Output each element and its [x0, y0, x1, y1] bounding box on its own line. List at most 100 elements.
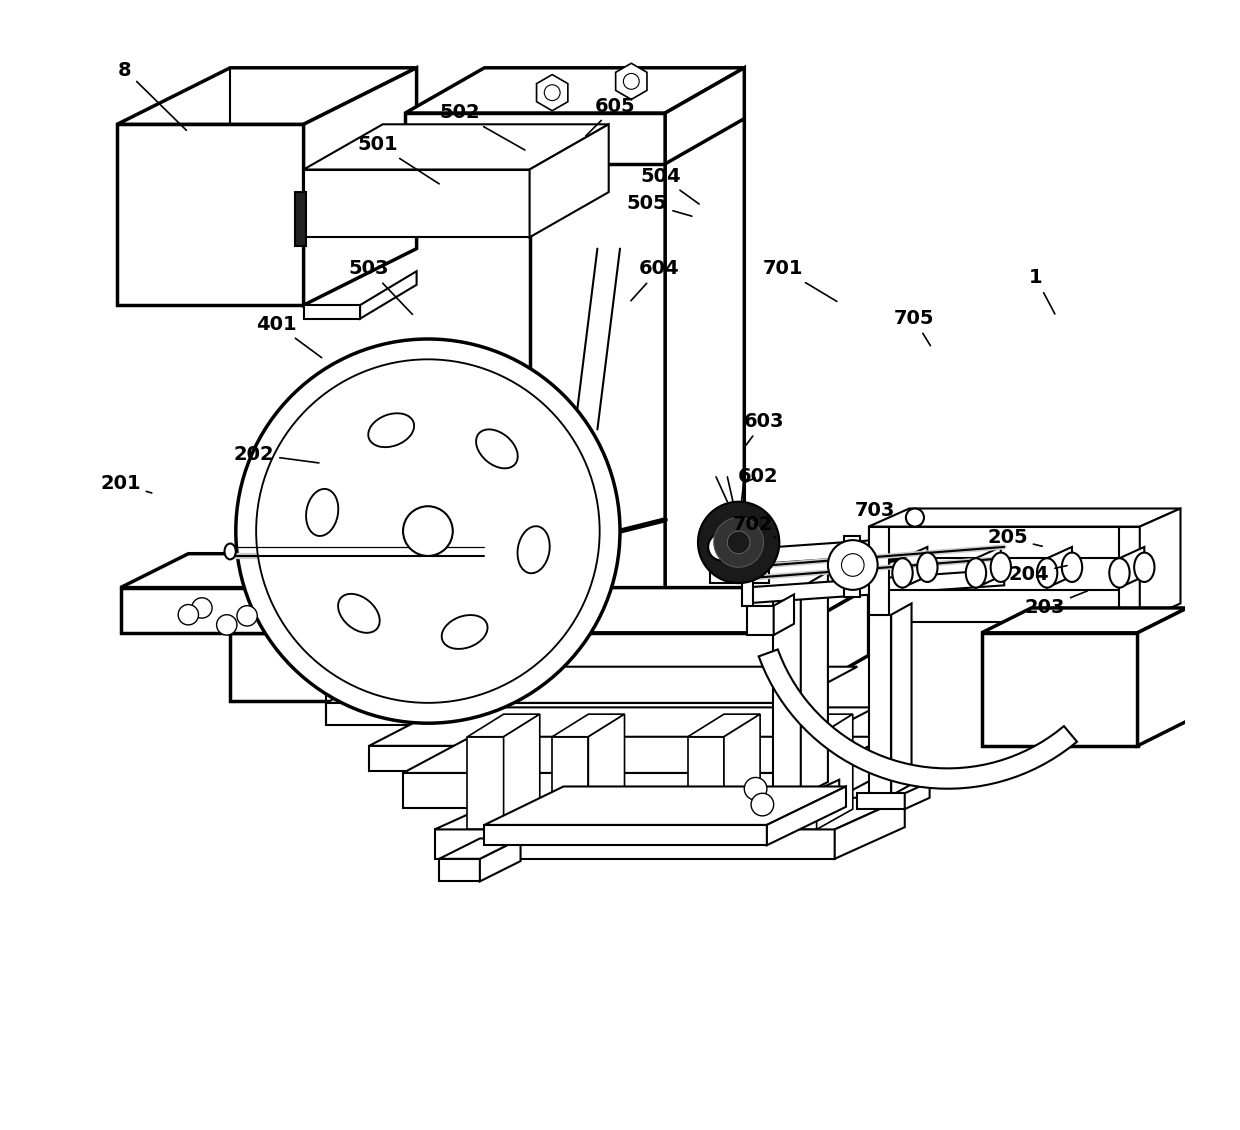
Circle shape — [192, 598, 212, 618]
Polygon shape — [304, 124, 609, 170]
Polygon shape — [467, 714, 539, 737]
Polygon shape — [231, 588, 868, 633]
Circle shape — [237, 606, 257, 626]
Polygon shape — [503, 714, 539, 829]
Polygon shape — [868, 527, 1140, 558]
Polygon shape — [326, 703, 790, 725]
Ellipse shape — [517, 527, 549, 573]
Polygon shape — [773, 588, 801, 796]
Circle shape — [236, 339, 620, 723]
Polygon shape — [304, 68, 417, 305]
Text: 501: 501 — [358, 136, 439, 184]
Ellipse shape — [1037, 558, 1058, 588]
Circle shape — [906, 508, 924, 527]
Polygon shape — [976, 547, 1001, 588]
Polygon shape — [304, 170, 529, 237]
Polygon shape — [857, 793, 905, 809]
Ellipse shape — [1110, 558, 1130, 588]
Ellipse shape — [476, 429, 518, 468]
Text: 503: 503 — [348, 260, 413, 314]
Ellipse shape — [966, 558, 986, 588]
Circle shape — [179, 605, 198, 625]
Polygon shape — [439, 838, 521, 859]
Polygon shape — [744, 570, 1004, 603]
Polygon shape — [117, 124, 304, 305]
Text: 202: 202 — [233, 445, 319, 463]
Polygon shape — [1140, 508, 1180, 622]
Polygon shape — [843, 536, 859, 597]
Ellipse shape — [224, 544, 236, 559]
Ellipse shape — [893, 558, 913, 588]
Text: 1: 1 — [1029, 269, 1055, 314]
Polygon shape — [120, 554, 518, 588]
Circle shape — [714, 518, 764, 567]
Polygon shape — [688, 737, 724, 829]
Polygon shape — [1137, 608, 1187, 746]
Circle shape — [751, 793, 774, 816]
Polygon shape — [868, 590, 1140, 622]
Circle shape — [544, 85, 560, 101]
Polygon shape — [688, 714, 760, 737]
Text: 703: 703 — [856, 502, 895, 527]
Ellipse shape — [368, 414, 414, 447]
Polygon shape — [982, 633, 1137, 746]
Circle shape — [403, 506, 453, 556]
Polygon shape — [529, 164, 665, 836]
Polygon shape — [117, 68, 417, 124]
Polygon shape — [665, 119, 744, 836]
Polygon shape — [724, 714, 760, 829]
Text: 702: 702 — [733, 515, 776, 538]
Polygon shape — [588, 714, 625, 829]
Polygon shape — [295, 192, 306, 246]
Ellipse shape — [306, 489, 339, 536]
Polygon shape — [231, 633, 790, 701]
Text: 604: 604 — [631, 260, 680, 301]
Ellipse shape — [991, 553, 1011, 582]
Polygon shape — [835, 798, 905, 859]
Polygon shape — [742, 529, 754, 606]
Polygon shape — [982, 608, 1187, 633]
Text: 602: 602 — [738, 468, 779, 486]
Text: 8: 8 — [118, 61, 186, 130]
Polygon shape — [405, 503, 461, 590]
Text: 401: 401 — [257, 315, 321, 358]
Polygon shape — [711, 565, 769, 583]
Text: 204: 204 — [1009, 565, 1068, 583]
Polygon shape — [370, 746, 801, 771]
Polygon shape — [759, 650, 1078, 789]
Polygon shape — [360, 271, 417, 319]
Polygon shape — [1120, 547, 1145, 588]
Polygon shape — [1120, 527, 1140, 622]
Polygon shape — [435, 829, 835, 859]
Polygon shape — [403, 773, 818, 808]
Polygon shape — [818, 737, 887, 808]
Text: 603: 603 — [743, 412, 784, 445]
Circle shape — [708, 533, 735, 560]
Polygon shape — [120, 588, 450, 633]
Text: 201: 201 — [100, 475, 151, 493]
Polygon shape — [790, 588, 868, 701]
Polygon shape — [326, 667, 857, 703]
Circle shape — [828, 540, 878, 590]
Ellipse shape — [1061, 553, 1083, 582]
Polygon shape — [765, 793, 810, 805]
Polygon shape — [1047, 547, 1073, 588]
Ellipse shape — [441, 615, 487, 649]
Polygon shape — [780, 714, 853, 737]
Polygon shape — [892, 603, 911, 796]
Polygon shape — [258, 531, 405, 590]
Circle shape — [624, 73, 639, 89]
Polygon shape — [801, 572, 828, 796]
Polygon shape — [766, 786, 846, 845]
Polygon shape — [905, 782, 930, 809]
Polygon shape — [903, 547, 928, 588]
Polygon shape — [774, 594, 794, 635]
Ellipse shape — [339, 594, 379, 633]
Polygon shape — [405, 68, 744, 113]
Polygon shape — [480, 838, 521, 881]
Text: 203: 203 — [1024, 591, 1087, 617]
Polygon shape — [467, 737, 503, 829]
Polygon shape — [258, 503, 461, 531]
Polygon shape — [405, 113, 665, 170]
Text: 205: 205 — [987, 529, 1042, 547]
